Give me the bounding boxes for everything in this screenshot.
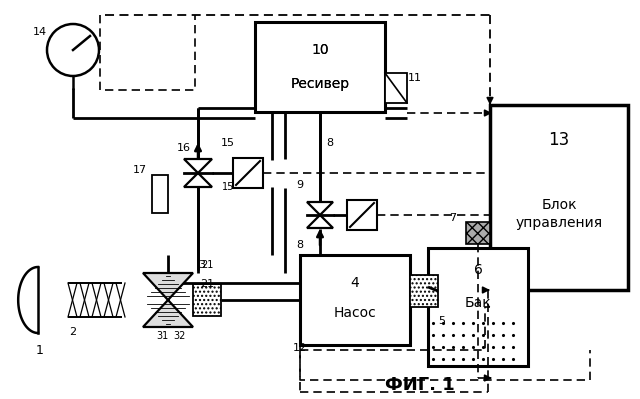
- Text: 4: 4: [351, 276, 360, 290]
- Bar: [233, 158, 263, 188]
- Text: 8: 8: [326, 138, 333, 148]
- Text: 21: 21: [201, 260, 213, 270]
- Text: 17: 17: [133, 165, 147, 175]
- Text: 11: 11: [408, 73, 422, 83]
- Text: 10: 10: [311, 43, 329, 57]
- Text: 32: 32: [174, 331, 186, 341]
- Text: 14: 14: [33, 27, 47, 37]
- Text: 15: 15: [222, 182, 234, 192]
- Bar: [152, 175, 168, 213]
- Text: 1: 1: [36, 344, 44, 356]
- Text: 13: 13: [548, 131, 570, 149]
- Text: 5: 5: [438, 316, 445, 326]
- Bar: [255, 22, 385, 112]
- Text: 21: 21: [200, 279, 214, 289]
- Text: 7: 7: [449, 213, 456, 223]
- Circle shape: [47, 24, 99, 76]
- Text: 3: 3: [198, 260, 205, 270]
- Text: Ресивер: Ресивер: [291, 77, 349, 91]
- Text: 16: 16: [177, 143, 191, 153]
- Bar: [300, 255, 410, 345]
- Text: 9: 9: [296, 180, 303, 190]
- Polygon shape: [184, 173, 212, 187]
- Text: 31: 31: [156, 331, 168, 341]
- Text: 8: 8: [296, 240, 303, 250]
- Text: Блок: Блок: [541, 198, 577, 212]
- Polygon shape: [18, 267, 38, 333]
- Text: ФИГ. 1: ФИГ. 1: [385, 376, 455, 394]
- Text: 2: 2: [69, 327, 77, 337]
- Bar: [490, 105, 628, 290]
- Text: Бак: Бак: [465, 296, 492, 310]
- Polygon shape: [307, 202, 333, 215]
- Bar: [347, 200, 377, 230]
- Bar: [410, 275, 438, 307]
- Bar: [466, 222, 490, 244]
- Text: Ресивер: Ресивер: [291, 77, 349, 91]
- Text: 6: 6: [474, 263, 483, 277]
- Text: 15: 15: [221, 138, 235, 148]
- Text: управления: управления: [515, 216, 603, 230]
- Text: Насос: Насос: [333, 306, 376, 320]
- Bar: [385, 73, 407, 103]
- Polygon shape: [143, 273, 193, 300]
- Polygon shape: [307, 215, 333, 228]
- Polygon shape: [143, 300, 193, 327]
- Text: 10: 10: [311, 43, 329, 57]
- Bar: [193, 284, 221, 316]
- Text: 12: 12: [293, 343, 307, 353]
- Polygon shape: [184, 159, 212, 173]
- Bar: [428, 248, 528, 366]
